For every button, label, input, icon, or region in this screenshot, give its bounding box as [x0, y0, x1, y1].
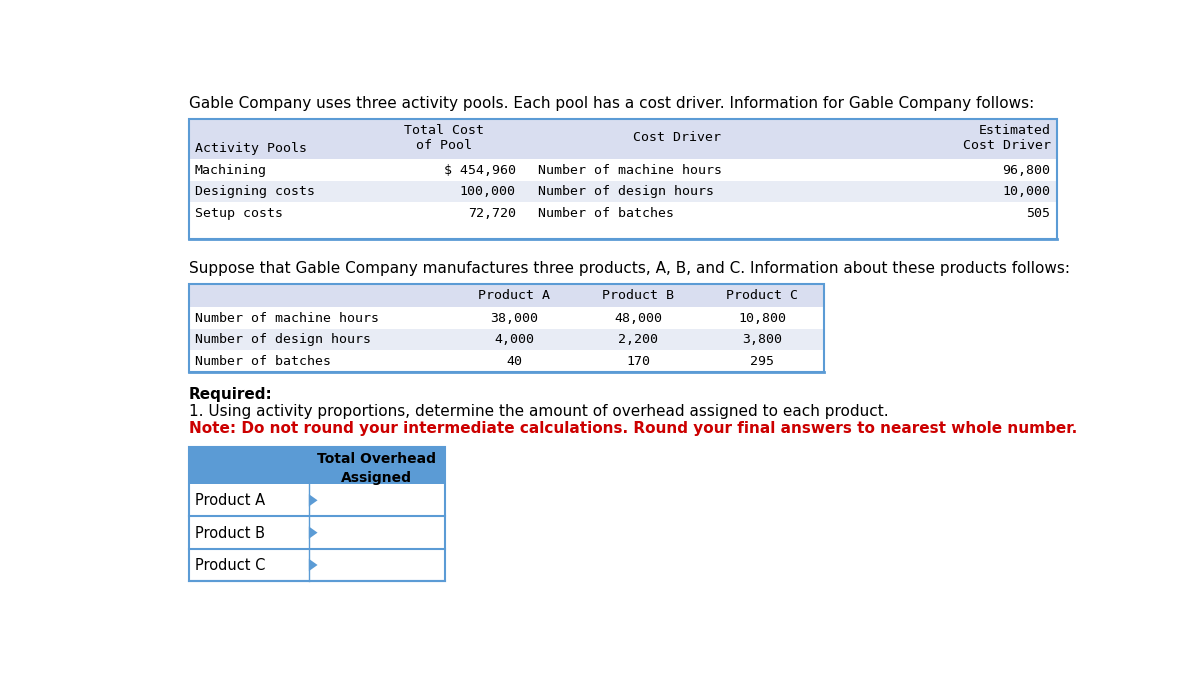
Text: 96,800: 96,800 [1002, 164, 1050, 177]
Text: Required:: Required: [188, 387, 272, 402]
Bar [188, 119, 1057, 239]
Bar [188, 307, 824, 329]
Text: Product A: Product A [194, 493, 265, 508]
Text: Number of machine hours: Number of machine hours [194, 312, 379, 325]
Text: Suppose that Gable Company manufactures three products, A, B, and C. Information: Suppose that Gable Company manufactures … [188, 261, 1069, 276]
Text: 1. Using activity proportions, determine the amount of overhead assigned to each: 1. Using activity proportions, determine… [188, 404, 888, 419]
Bar [188, 181, 1057, 202]
Text: Estimated
Cost Driver: Estimated Cost Driver [962, 124, 1050, 152]
Text: Gable Company uses three activity pools. Each pool has a cost driver. Informatio: Gable Company uses three activity pools.… [188, 96, 1034, 111]
Bar [188, 484, 308, 516]
Text: Cost Driver: Cost Driver [634, 132, 721, 145]
Text: Designing costs: Designing costs [194, 186, 314, 199]
Text: 72,720: 72,720 [468, 207, 516, 220]
Text: 10,000: 10,000 [1002, 186, 1050, 199]
Text: Product C: Product C [726, 288, 798, 301]
Text: Total Overhead
Assigned: Total Overhead Assigned [317, 452, 436, 485]
Text: Product B: Product B [194, 525, 265, 540]
Text: Number of batches: Number of batches [194, 355, 331, 368]
Bar [188, 119, 1057, 159]
Bar [308, 549, 444, 581]
Text: Setup costs: Setup costs [194, 207, 283, 220]
Bar [188, 329, 824, 350]
Bar [188, 202, 1057, 224]
Text: Product A: Product A [479, 288, 551, 301]
Bar [188, 159, 1057, 181]
Bar [308, 516, 444, 549]
Text: 505: 505 [1026, 207, 1050, 220]
Bar [188, 549, 308, 581]
Bar [188, 284, 824, 372]
Polygon shape [308, 494, 318, 506]
Text: 3,800: 3,800 [743, 333, 782, 346]
Text: Machining: Machining [194, 164, 266, 177]
Text: Product B: Product B [602, 288, 674, 301]
Text: 4,000: 4,000 [494, 333, 534, 346]
Bar [188, 447, 444, 581]
Bar [188, 284, 824, 307]
Polygon shape [308, 559, 318, 571]
Text: 2,200: 2,200 [618, 333, 659, 346]
Text: 170: 170 [626, 355, 650, 368]
Text: Product C: Product C [194, 558, 265, 573]
Bar [188, 350, 824, 372]
Text: 10,800: 10,800 [738, 312, 786, 325]
Text: Number of design hours: Number of design hours [194, 333, 371, 346]
Polygon shape [308, 527, 318, 539]
Text: Activity Pools: Activity Pools [194, 142, 307, 155]
Text: Number of design hours: Number of design hours [538, 186, 714, 199]
Text: Note: Do not round your intermediate calculations. Round your final answers to n: Note: Do not round your intermediate cal… [188, 421, 1078, 436]
Text: $ 454,960: $ 454,960 [444, 164, 516, 177]
Bar [188, 516, 308, 549]
Text: 100,000: 100,000 [460, 186, 516, 199]
Text: 38,000: 38,000 [491, 312, 539, 325]
Text: 40: 40 [506, 355, 522, 368]
Text: Number of batches: Number of batches [538, 207, 673, 220]
Text: 295: 295 [750, 355, 774, 368]
Text: Total Cost
of Pool: Total Cost of Pool [404, 124, 485, 152]
Bar [308, 484, 444, 516]
Bar [188, 447, 444, 484]
Text: 48,000: 48,000 [614, 312, 662, 325]
Text: Number of machine hours: Number of machine hours [538, 164, 721, 177]
